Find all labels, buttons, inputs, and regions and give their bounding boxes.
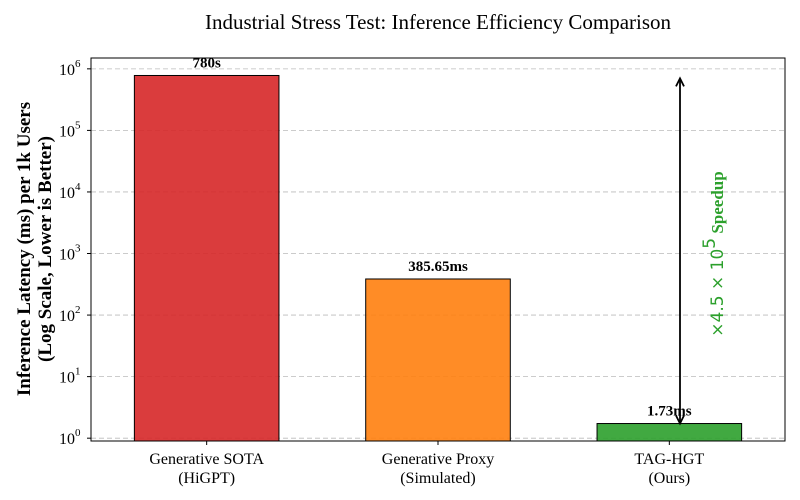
data-label-2: 1.73ms [647,404,692,420]
speedup-arrow-head-bottom [675,415,685,426]
x-tick-label-1-line-2: (Simulated) [400,470,476,487]
x-tick-label-0-line-2: (HiGPT) [178,470,235,487]
speedup-annotation: ×4.5 × 105 Speedup [675,76,728,426]
y-tick-label-5: 105 [59,119,81,140]
chart-title: Industrial Stress Test: Inference Effici… [205,10,672,34]
y-axis-label-line-2: (Log Scale, Lower is Better) [35,136,56,362]
y-tick-label-1: 101 [59,366,81,387]
y-axis-ticks: 100 101 102 103 104 105 106 [59,58,91,448]
data-label-0: 780s [192,55,221,71]
bar-1 [365,278,511,442]
y-tick-label-6: 106 [59,58,81,79]
y-axis-label-line-1: Inference Latency (ms) per 1k Users [14,102,35,396]
y-tick-label-0: 100 [59,427,81,448]
x-tick-label-1-line-1: Generative Proxy [382,451,494,468]
y-tick-label-4: 104 [59,181,81,202]
y-tick-label-2: 102 [59,304,81,325]
x-tick-label-0-line-1: Generative SOTA [149,451,264,468]
y-tick-label-3: 103 [59,243,81,264]
speedup-arrow-head-top [675,76,685,87]
x-tick-label-2-line-2: (Ours) [648,470,690,487]
svg-text:×4.5 × 105 Speedup: ×4.5 × 105 Speedup [700,171,728,336]
speedup-label: ×4.5 × 105 Speedup [700,171,728,336]
y-axis-label: Inference Latency (ms) per 1k Users (Log… [14,102,56,396]
bar-0 [133,74,280,442]
x-tick-label-2-line-1: TAG-HGT [634,451,704,468]
data-label-1: 385.65ms [408,259,468,275]
bar-2 [596,423,743,442]
x-axis-ticks: Generative SOTA (HiGPT) Generative Proxy (S… [149,441,704,487]
